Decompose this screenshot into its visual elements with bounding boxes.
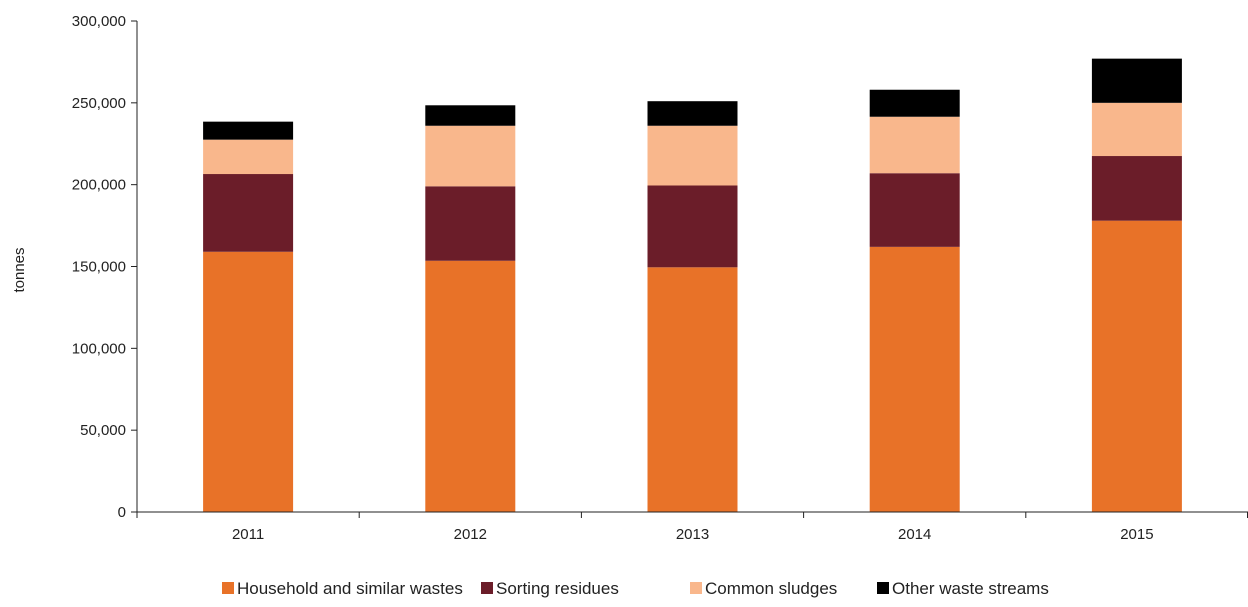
x-tick-label-2014: 2014 — [898, 526, 931, 543]
bar-2012-other-waste-streams — [425, 105, 516, 126]
bar-2015-other-waste-streams — [1091, 58, 1182, 103]
bar-2014-household-and-similar-wastes — [869, 246, 960, 513]
y-axis-title: tonnes — [11, 247, 28, 292]
legend-swatch-common-sludges — [690, 582, 702, 594]
legend-swatch-sorting-residues — [481, 582, 493, 594]
bar-2014-common-sludges — [869, 116, 960, 174]
bar-2011-household-and-similar-wastes — [203, 251, 294, 512]
legend-swatch-household-and-similar-wastes — [222, 582, 234, 594]
y-ticks-layer: 0 50,000 100,000 150,000 200,000 250,000 300,0… — [72, 13, 137, 521]
bars-layer — [203, 58, 1182, 513]
bar-2012-sorting-residues — [425, 186, 516, 261]
x-tick-label-2013: 2013 — [676, 526, 709, 543]
x-tick-label-2011: 2011 — [232, 526, 264, 543]
bar-2013-sorting-residues — [647, 185, 738, 268]
bar-2012-common-sludges — [425, 125, 516, 187]
y-tick-label: 200,000 — [72, 177, 126, 194]
x-tick-label-2015: 2015 — [1120, 526, 1153, 543]
bar-2015-sorting-residues — [1091, 156, 1182, 221]
x-tick-label-2012: 2012 — [454, 526, 487, 543]
bar-2012-household-and-similar-wastes — [425, 260, 516, 512]
legend-label-sorting-residues: Sorting residues — [496, 579, 619, 598]
y-tick-label: 0 — [118, 504, 126, 521]
bar-2011-common-sludges — [203, 139, 294, 175]
y-tick-label: 300,000 — [72, 13, 126, 30]
y-tick-label: 150,000 — [72, 259, 126, 276]
bar-2013-other-waste-streams — [647, 101, 738, 126]
y-tick-label: 50,000 — [80, 422, 126, 439]
bar-2011-other-waste-streams — [203, 121, 294, 140]
legend-label-common-sludges: Common sludges — [705, 579, 837, 598]
bar-2013-household-and-similar-wastes — [647, 267, 738, 512]
y-axis-title-group: tonnes — [11, 247, 28, 292]
legend: Household and similar wastes Sorting resi… — [222, 579, 1049, 598]
bar-2015-household-and-similar-wastes — [1091, 220, 1182, 513]
x-ticks-layer: 2011 2012 2013 2014 2015 — [136, 512, 1248, 543]
bar-2015-common-sludges — [1091, 102, 1182, 157]
bar-2011-sorting-residues — [203, 174, 294, 252]
legend-label-household-and-similar-wastes: Household and similar wastes — [237, 579, 463, 598]
legend-label-other-waste-streams: Other waste streams — [892, 579, 1049, 598]
legend-swatch-other-waste-streams — [877, 582, 889, 594]
y-tick-label: 100,000 — [72, 340, 126, 357]
bar-2014-sorting-residues — [869, 173, 960, 247]
bar-2014-other-waste-streams — [869, 89, 960, 117]
y-tick-label: 250,000 — [72, 95, 126, 112]
bar-2013-common-sludges — [647, 125, 738, 186]
